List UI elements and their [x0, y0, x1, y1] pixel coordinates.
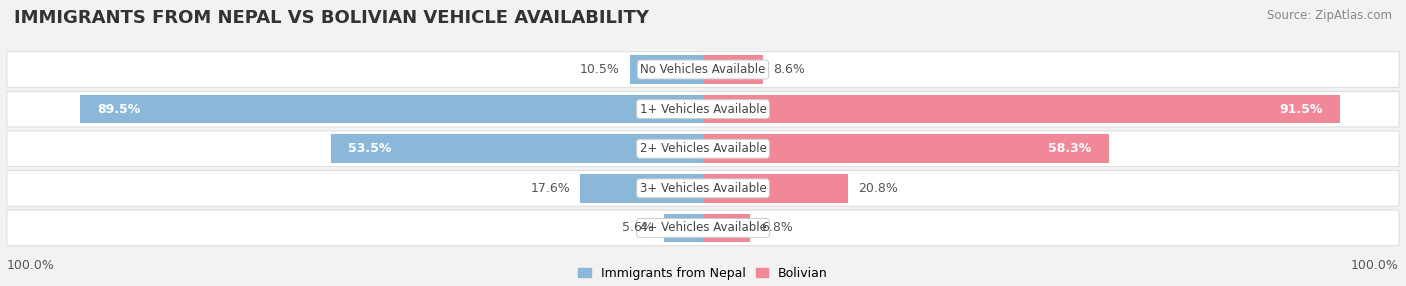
Text: 89.5%: 89.5% [97, 103, 141, 116]
Text: 2+ Vehicles Available: 2+ Vehicles Available [640, 142, 766, 155]
Text: 1+ Vehicles Available: 1+ Vehicles Available [640, 103, 766, 116]
Text: 100.0%: 100.0% [1351, 259, 1399, 273]
Text: 53.5%: 53.5% [349, 142, 391, 155]
Bar [80, 95, 703, 123]
Text: 6.8%: 6.8% [761, 221, 793, 235]
Text: 4+ Vehicles Available: 4+ Vehicles Available [640, 221, 766, 235]
Bar [330, 134, 703, 163]
Bar [630, 55, 703, 84]
FancyBboxPatch shape [7, 210, 1399, 246]
FancyBboxPatch shape [7, 91, 1399, 127]
Bar [703, 55, 763, 84]
Bar [581, 174, 703, 202]
Text: IMMIGRANTS FROM NEPAL VS BOLIVIAN VEHICLE AVAILABILITY: IMMIGRANTS FROM NEPAL VS BOLIVIAN VEHICL… [14, 9, 650, 27]
Text: 20.8%: 20.8% [858, 182, 898, 195]
Text: 10.5%: 10.5% [579, 63, 620, 76]
Text: 8.6%: 8.6% [773, 63, 806, 76]
FancyBboxPatch shape [7, 131, 1399, 166]
Text: 3+ Vehicles Available: 3+ Vehicles Available [640, 182, 766, 195]
Legend: Immigrants from Nepal, Bolivian: Immigrants from Nepal, Bolivian [578, 267, 828, 280]
Bar [664, 214, 703, 242]
Text: Source: ZipAtlas.com: Source: ZipAtlas.com [1267, 9, 1392, 21]
Bar [703, 174, 848, 202]
Bar [703, 95, 1340, 123]
FancyBboxPatch shape [7, 52, 1399, 87]
Text: 17.6%: 17.6% [530, 182, 569, 195]
Bar [703, 134, 1109, 163]
Text: No Vehicles Available: No Vehicles Available [640, 63, 766, 76]
Text: 5.6%: 5.6% [621, 221, 654, 235]
Bar [703, 214, 751, 242]
Text: 91.5%: 91.5% [1279, 103, 1323, 116]
Text: 100.0%: 100.0% [7, 259, 55, 273]
FancyBboxPatch shape [7, 170, 1399, 206]
Text: 58.3%: 58.3% [1047, 142, 1091, 155]
